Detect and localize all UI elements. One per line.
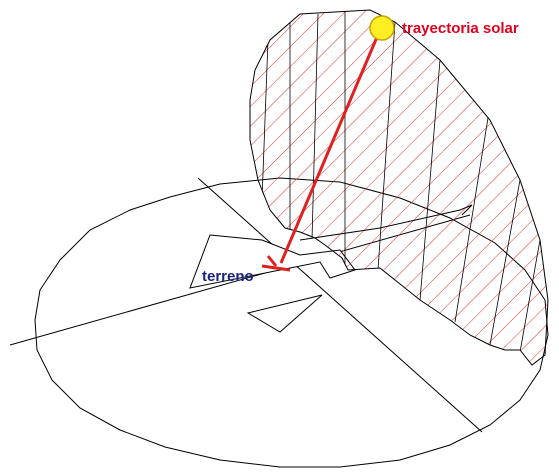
ray-base <box>266 255 278 267</box>
sun-ray <box>279 29 382 264</box>
terrain-plot <box>246 294 323 333</box>
sun <box>369 15 395 41</box>
axis-line <box>197 177 483 433</box>
sun-label: trayectoria solar <box>402 20 519 37</box>
terrain-label: terreno <box>202 268 254 285</box>
ray-base <box>261 264 291 272</box>
ground-disk <box>34 177 549 468</box>
